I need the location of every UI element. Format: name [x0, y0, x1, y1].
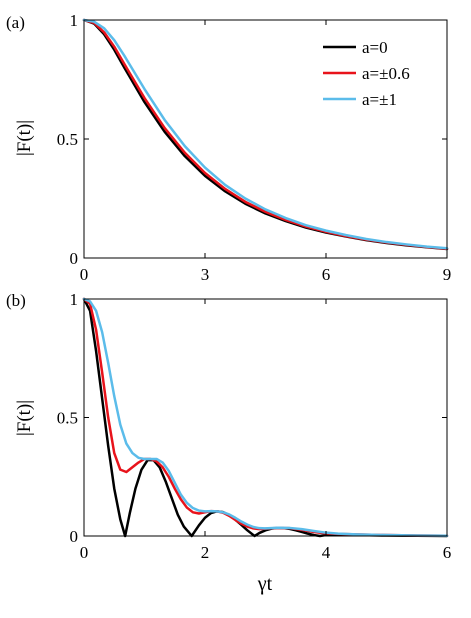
- legend-label-a0: a=0: [362, 38, 388, 57]
- panel-a-series-0: [82, 18, 449, 251]
- panel-a-axes-frame: [83, 19, 448, 259]
- panel-b-y-tick-label-2: 1: [70, 290, 79, 309]
- panel-b-x-tick-label-0: 0: [80, 543, 89, 562]
- panel-b-x-tick-label-2: 4: [322, 543, 331, 562]
- panel-b-series-0: [82, 297, 449, 538]
- panel-a-y-tick-label-1: 0.5: [57, 130, 78, 149]
- panel-a-x-tick-label-2: 6: [322, 265, 331, 284]
- panel-b-y-tick-label-0: 0: [70, 527, 79, 546]
- panel-b-y-axis-label: |F(t)|: [14, 400, 35, 436]
- panel-b-x-tick-label-3: 6: [443, 543, 452, 562]
- panel-b-x-axis-label: γt: [257, 573, 273, 595]
- legend-label-a06: a=±0.6: [362, 64, 410, 83]
- panel-a-plot-area: 0 3 6 9 0 0.5 1: [57, 11, 452, 284]
- panel-a-label: (a): [6, 13, 25, 32]
- panel-a: (a) |F(t)| 0 3 6 9 0 0.5 1 a=0 a=±0.6 a=±1: [6, 11, 451, 284]
- panel-b-plot-area: 0 2 4 6 0 0.5 1: [57, 290, 452, 562]
- panel-a-series-2: [82, 18, 449, 250]
- panel-b: (b) |F(t)| 0 2 4 6 0 0.5 1 γt: [6, 290, 451, 595]
- panel-b-x-tick-label-1: 2: [201, 543, 210, 562]
- legend-label-a1: a=±1: [362, 90, 397, 109]
- panel-b-axes-frame: [83, 298, 448, 537]
- panel-a-x-tick-label-1: 3: [201, 265, 210, 284]
- panel-b-series-2: [82, 297, 449, 538]
- panel-a-y-tick-label-0: 0: [70, 249, 79, 268]
- panel-a-y-axis-label: |F(t)|: [14, 120, 35, 156]
- panel-a-x-tick-label-0: 0: [80, 265, 89, 284]
- panel-a-x-tick-label-3: 9: [443, 265, 452, 284]
- panel-b-series-1: [82, 297, 449, 538]
- panel-a-y-tick-label-2: 1: [70, 11, 79, 30]
- legend: a=0 a=±0.6 a=±1: [323, 38, 410, 109]
- panel-b-label: (b): [6, 291, 26, 310]
- panel-b-y-tick-label-1: 0.5: [57, 409, 78, 428]
